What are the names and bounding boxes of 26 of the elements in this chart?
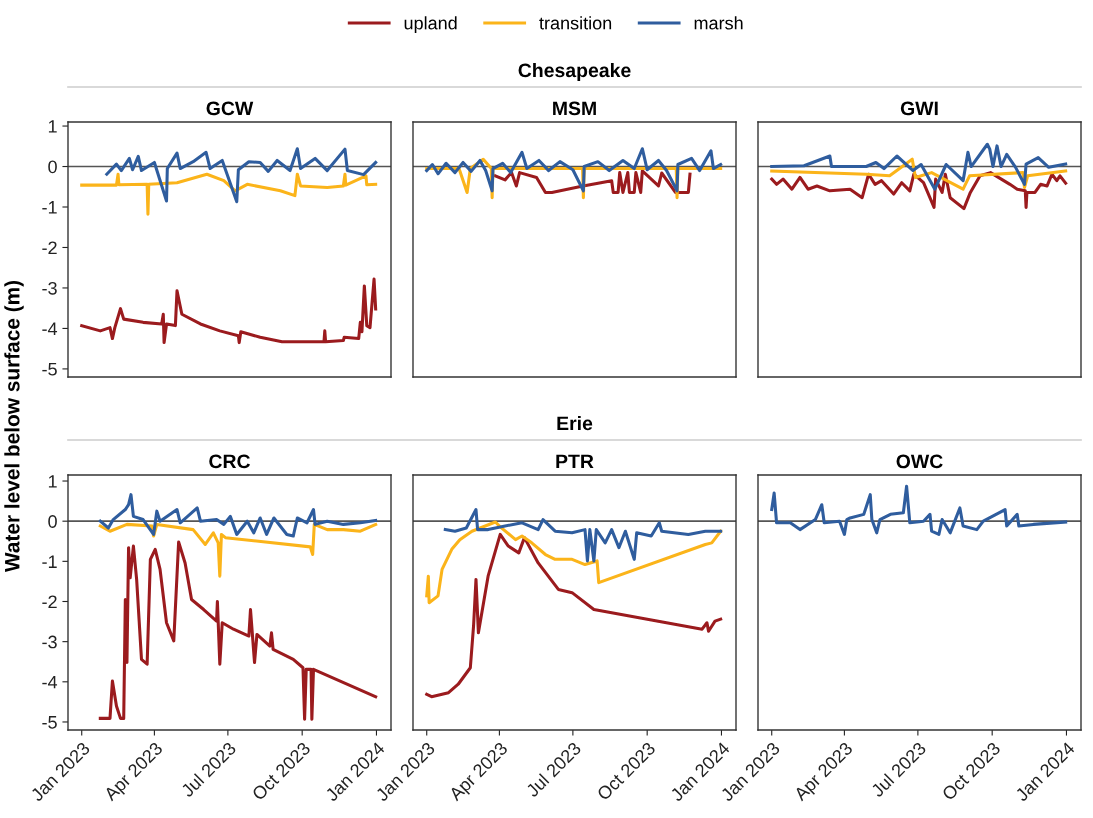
y-tick-label: -1 (42, 201, 57, 214)
y-tick-label: -4 (42, 675, 58, 689)
y-tick-label: 1 (48, 475, 57, 488)
y-tick-label: -3 (42, 635, 57, 649)
chart-title: PTR (556, 454, 594, 469)
legend-label: marsh (694, 16, 743, 30)
chart-title: GCW (206, 101, 254, 116)
y-tick-label: 0 (48, 515, 57, 528)
y-tick-label: 1 (48, 120, 57, 133)
chart-title: MSM (553, 101, 596, 116)
chart-title: GWI (900, 101, 938, 116)
legend-label: upland (404, 16, 457, 34)
y-tick-label: -5 (42, 716, 57, 729)
chart-title: CRC (209, 454, 251, 469)
chart-title: OWC (896, 454, 943, 469)
chart-subtitle: Chesapeake (518, 62, 631, 82)
y-tick-label: -2 (42, 241, 57, 255)
legend-label: transition (539, 16, 612, 30)
chart-subtitle: Erie (557, 415, 593, 431)
y-tick-label: 0 (48, 160, 57, 174)
y-tick-label: -2 (42, 595, 57, 609)
y-tick-label: -1 (42, 555, 57, 568)
y-axis-title: Water level below surface (m) (4, 280, 24, 573)
y-tick-label: -3 (42, 281, 57, 295)
y-tick-label: -5 (42, 363, 57, 376)
y-tick-label: -4 (42, 322, 58, 335)
